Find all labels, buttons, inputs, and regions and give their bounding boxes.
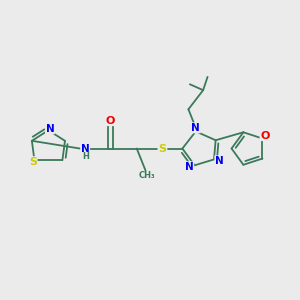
Text: O: O — [106, 116, 115, 126]
Text: N: N — [185, 162, 194, 172]
Text: N: N — [81, 143, 90, 154]
Text: S: S — [29, 157, 37, 167]
Text: N: N — [46, 124, 54, 134]
Text: O: O — [260, 130, 269, 140]
Text: N: N — [215, 156, 224, 166]
Text: N: N — [191, 123, 200, 133]
Text: CH₃: CH₃ — [139, 171, 155, 180]
Text: H: H — [82, 152, 89, 161]
Text: S: S — [158, 143, 166, 154]
